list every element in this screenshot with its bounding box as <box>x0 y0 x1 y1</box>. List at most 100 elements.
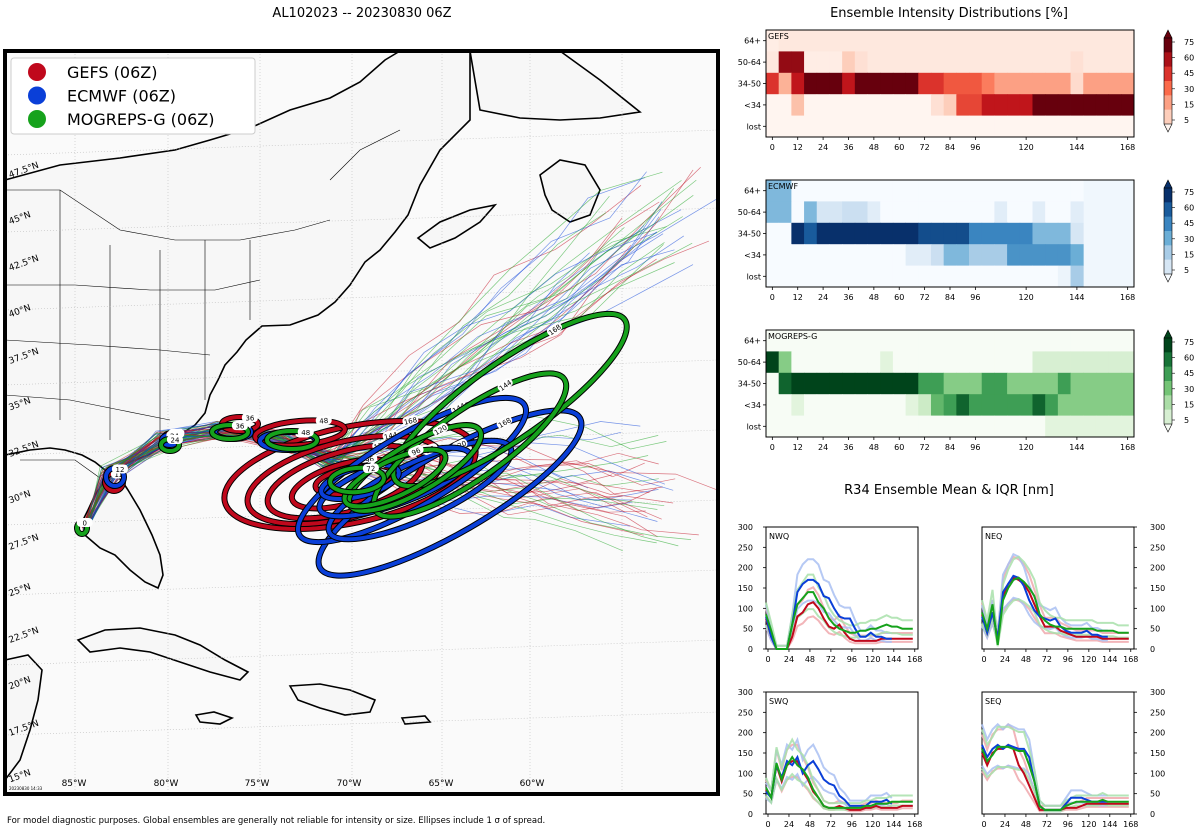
heatmap-row-label: lost <box>747 122 761 131</box>
colorbar-segment <box>1164 409 1172 425</box>
r34-iqr-line <box>765 573 913 647</box>
colorbar-segment <box>1164 245 1172 260</box>
heatmap-row-label: 34-50 <box>738 230 761 239</box>
heatmap-cell <box>930 94 945 116</box>
heatmap-cell <box>778 372 792 395</box>
heatmap-cell <box>1057 30 1071 52</box>
heatmap-cell <box>829 180 843 202</box>
time-tag-bg <box>166 434 183 444</box>
heatmap-cell <box>943 180 957 202</box>
r34-mean-line-gefs <box>765 760 913 811</box>
heatmap-cell <box>829 51 843 74</box>
heatmap-cell <box>766 372 780 395</box>
heatmap-cell <box>804 51 818 74</box>
heatmap-cell <box>892 94 906 116</box>
r34-x-tick: 48 <box>805 655 815 664</box>
heatmap-x-tick: 96 <box>970 143 980 152</box>
heatmap-cell <box>956 394 970 416</box>
heatmap-cell <box>804 351 818 374</box>
r34-iqr-line <box>981 725 1129 807</box>
colorbar-tick: 15 <box>1184 250 1194 259</box>
heatmap-cell <box>994 72 1008 95</box>
r34-x-tick: 72 <box>1042 655 1052 664</box>
heatmap-cell <box>981 372 995 395</box>
heatmap-cell <box>778 201 792 224</box>
heatmap-cell <box>766 244 780 266</box>
heatmap-cell <box>969 115 983 138</box>
heatmap-cell <box>880 30 894 52</box>
colorbar-segment <box>1164 109 1172 125</box>
heatmap-cell <box>804 222 818 245</box>
heatmap-cell <box>829 394 843 416</box>
colorbar-tick: 75 <box>1184 188 1194 197</box>
heatmap-cell <box>994 394 1008 416</box>
heatmap-cell <box>943 244 957 266</box>
heatmap-cell <box>1019 265 1033 288</box>
heatmap-cell <box>880 330 894 352</box>
heatmap-row-label: 64+ <box>744 187 761 196</box>
heatmap-cell <box>1007 115 1021 138</box>
heatmap-cell <box>969 180 983 202</box>
heatmap-row-label: 50-64 <box>738 58 761 67</box>
heatmap-cell <box>969 30 983 52</box>
heatmap-cell <box>867 244 881 266</box>
r34-x-tick: 72 <box>826 820 836 829</box>
uncertainty-ellipses: 1681441209672483624121681441209672483624… <box>74 310 630 579</box>
time-tag-bg <box>362 463 379 474</box>
r34-x-tick: 168 <box>907 655 922 664</box>
heatmap-row-label: <34 <box>744 251 761 260</box>
time-tag-bg <box>297 427 314 437</box>
heatmap-cell <box>1121 330 1135 352</box>
r34-x-tick: 24 <box>1000 655 1010 664</box>
intensity-panels: GEFS 64+ 50-64 34-50 <34 lost 0 12 24 36 48 60 72 84 9… <box>738 29 1194 452</box>
heatmap-cell <box>778 115 792 138</box>
r34-x-tick: 72 <box>1042 820 1052 829</box>
heatmap-cell <box>1032 222 1046 245</box>
heatmap-cell <box>829 72 843 95</box>
heatmap-cell <box>1095 372 1110 395</box>
colorbar-tick: 75 <box>1184 38 1194 47</box>
ellipse-group: 48 <box>252 415 348 449</box>
heatmap-row-label: 64+ <box>744 337 761 346</box>
ellipse-group: 168 <box>390 310 630 490</box>
heatmap-cell <box>969 330 983 352</box>
r34-y-tick: 0 <box>1150 645 1155 654</box>
time-tag: 0 <box>83 519 87 527</box>
heatmap-cell <box>956 330 970 352</box>
colorbar-segment <box>1164 52 1172 67</box>
heatmap-cell <box>766 330 780 352</box>
heatmap-cell <box>981 51 995 74</box>
heatmap-cell <box>1070 94 1084 116</box>
heatmap-cell <box>943 51 957 74</box>
heatmap-x-tick: 84 <box>945 443 955 452</box>
heatmap-cell <box>994 415 1008 438</box>
heatmap-cell <box>1032 51 1046 74</box>
ellipse-group: 24 <box>158 434 183 454</box>
r34-x-tick: 48 <box>805 820 815 829</box>
colorbar-arrow-bottom <box>1163 123 1173 133</box>
heatmap-cell <box>930 351 945 374</box>
heatmap-cell <box>1019 330 1033 352</box>
heatmap-cell <box>842 201 856 224</box>
heatmap-cell <box>1057 265 1071 288</box>
r34-y-tick: 250 <box>738 543 753 552</box>
heatmap-cell <box>1045 415 1059 438</box>
r34-mean-line-mogreps-g <box>765 755 913 809</box>
r34-y-tick: 300 <box>1150 688 1165 697</box>
heatmap-cell <box>791 351 805 374</box>
heatmap-cell <box>956 222 970 245</box>
time-tag-bg <box>76 517 93 527</box>
heatmap-cell <box>1083 394 1097 416</box>
heatmap-cell <box>880 265 894 288</box>
heatmap-x-tick: 120 <box>1018 143 1033 152</box>
heatmap-cell <box>1070 201 1084 224</box>
heatmap-cell <box>1045 201 1059 224</box>
ellipse <box>391 311 629 489</box>
colorbar-tick: 15 <box>1184 400 1194 409</box>
intensity-title: Ensemble Intensity Distributions [%] <box>830 6 1068 21</box>
heatmap-cell <box>943 330 957 352</box>
heatmap-cell <box>1007 222 1021 245</box>
colorbar-tick: 5 <box>1184 416 1189 425</box>
heatmap-cell <box>1007 94 1021 116</box>
heatmap-cell <box>994 201 1008 224</box>
